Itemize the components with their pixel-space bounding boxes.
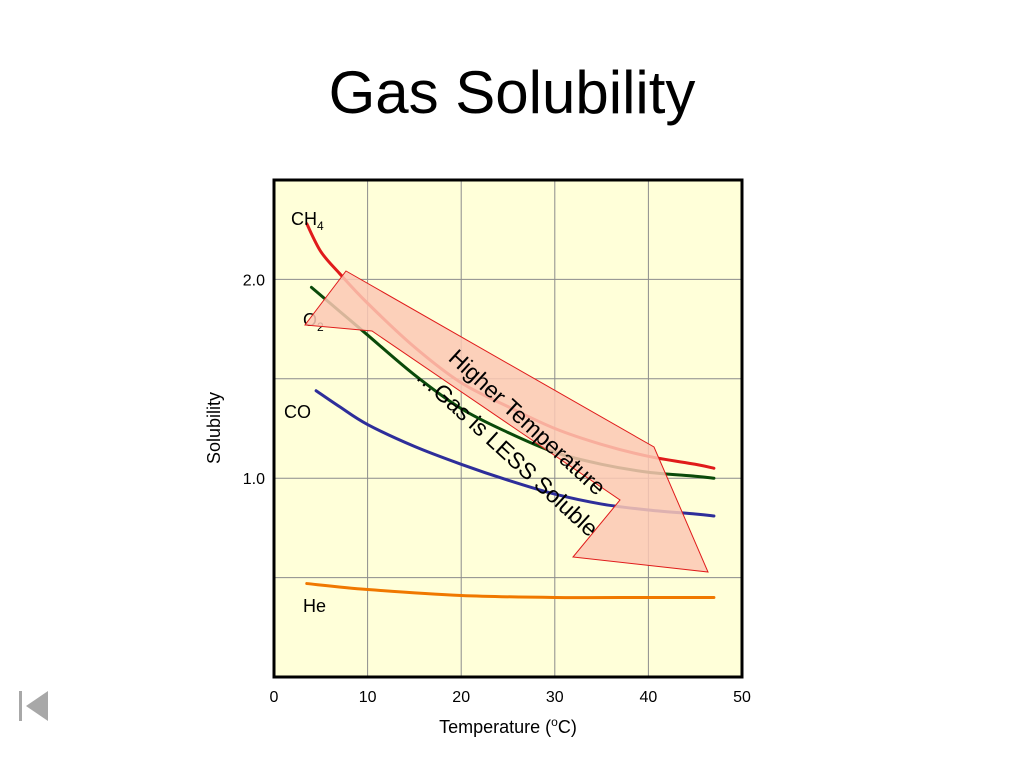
- plot-area: [274, 180, 742, 677]
- annotation-arrow-shape: [304, 270, 709, 573]
- x-tick-label: 40: [640, 689, 658, 706]
- series-label-he: He: [303, 596, 326, 616]
- y-axis-label: Solubility: [204, 392, 224, 464]
- x-axis-label: Temperature (oC): [439, 715, 577, 737]
- plot-border: [272, 178, 744, 679]
- y-tick-labels: 1.0 2.0: [243, 272, 265, 488]
- x-tick-label: 0: [270, 689, 279, 706]
- y-tick-label: 2.0: [243, 272, 265, 289]
- series-label-ch4: CH4: [291, 209, 324, 233]
- skip-back-icon[interactable]: [16, 688, 52, 724]
- series-line-he: [305, 582, 716, 600]
- x-tick-label: 30: [546, 689, 564, 706]
- x-tick-labels: 0 10 20 30 40 50: [270, 689, 751, 706]
- series-label-co: CO: [284, 402, 311, 422]
- slide-title: Gas Solubility: [328, 59, 696, 126]
- x-tick-label: 10: [359, 689, 377, 706]
- x-tick-label: 20: [452, 689, 470, 706]
- x-tick-label: 50: [733, 689, 751, 706]
- y-tick-label: 1.0: [243, 471, 265, 488]
